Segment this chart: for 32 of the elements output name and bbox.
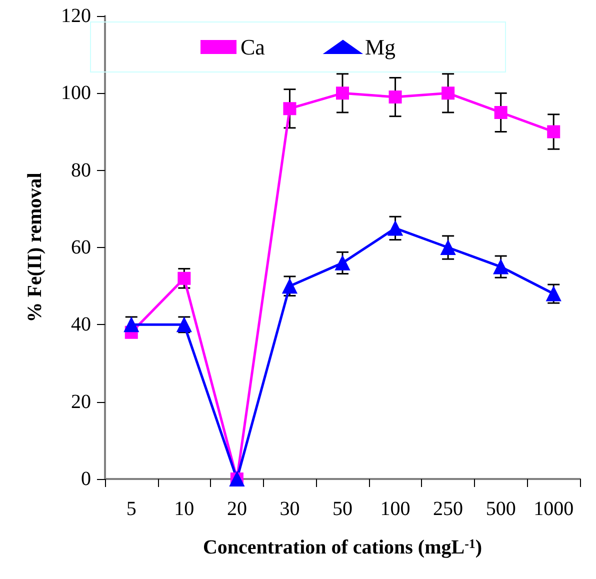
x-tick-label: 100 xyxy=(380,498,410,520)
point xyxy=(440,240,456,255)
y-tick-label: 60 xyxy=(71,236,91,258)
point xyxy=(178,272,191,285)
point xyxy=(336,86,349,100)
x-tick-label: 250 xyxy=(433,498,464,520)
y-tick-label: 120 xyxy=(61,5,91,27)
point xyxy=(388,90,402,104)
x-tick-label: 20 xyxy=(226,498,247,520)
x-tick-label: 5 xyxy=(126,498,136,520)
legend-label: Ca xyxy=(240,34,266,60)
y-tick-label: 0 xyxy=(81,468,91,490)
y-tick-label: 40 xyxy=(71,314,91,336)
legend-label: Mg xyxy=(364,34,396,60)
point xyxy=(282,278,298,294)
point xyxy=(547,125,560,138)
point xyxy=(493,259,508,274)
y-axis-title: % Fe(II) removal xyxy=(24,172,46,322)
x-tick-label: 500 xyxy=(486,498,516,520)
point xyxy=(335,255,350,270)
point xyxy=(494,106,508,119)
x-tick-label: 50 xyxy=(332,498,352,520)
x-tick-label: 30 xyxy=(280,498,300,520)
x-tick-label: 1000 xyxy=(534,498,574,520)
point xyxy=(546,286,562,302)
y-tick-label: 80 xyxy=(71,159,91,182)
y-tick-label: 20 xyxy=(71,390,91,413)
y-tick-label: 100 xyxy=(61,82,91,104)
x-tick-label: 10 xyxy=(174,498,194,520)
point xyxy=(283,102,296,116)
point xyxy=(442,86,455,100)
point xyxy=(388,220,403,236)
